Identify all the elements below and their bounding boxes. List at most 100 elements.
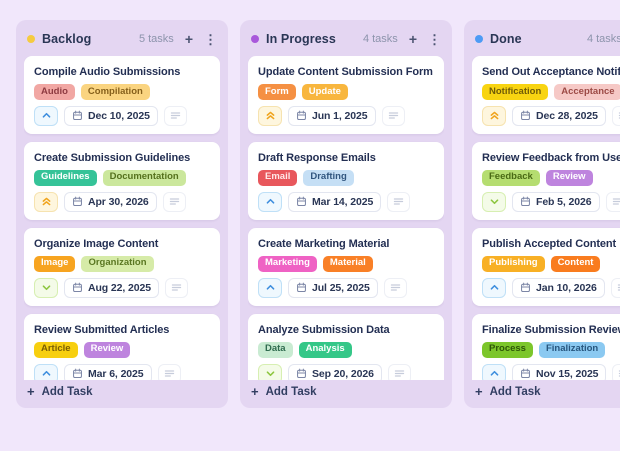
column-status-dot-icon bbox=[475, 35, 483, 43]
due-date-text: Feb 5, 2026 bbox=[536, 196, 592, 208]
description-icon bbox=[612, 364, 620, 380]
priority-up-icon bbox=[482, 364, 506, 380]
column-header: In Progress 4 tasks + ⋮ bbox=[248, 27, 444, 51]
due-date-text: Sep 20, 2026 bbox=[312, 368, 374, 380]
tag: Data bbox=[258, 342, 293, 358]
card-meta: Jan 10, 2026 bbox=[482, 278, 620, 298]
card-title: Draft Response Emails bbox=[258, 152, 434, 165]
add-task-label: Add Task bbox=[490, 386, 541, 398]
priority-up-icon bbox=[482, 278, 506, 298]
task-card[interactable]: Compile Audio Submissions AudioCompilatio… bbox=[24, 56, 220, 134]
priority-up-icon bbox=[34, 364, 58, 380]
column-in-progress: In Progress 4 tasks + ⋮ Update Content S… bbox=[240, 20, 452, 408]
card-title: Organize Image Content bbox=[34, 238, 210, 251]
column-done: Done 4 tasks + ⋮ Send Out Acceptance Not… bbox=[464, 20, 620, 408]
priority-up-icon bbox=[258, 192, 282, 212]
description-icon bbox=[388, 364, 411, 380]
task-card[interactable]: Analyze Submission DataDataAnalysisSep 2… bbox=[248, 314, 444, 380]
due-date-badge: Dec 28, 2025 bbox=[512, 106, 606, 126]
card-title: Compile Audio Submissions bbox=[34, 66, 210, 79]
tag-list: Email Drafting bbox=[258, 170, 434, 186]
tag: Drafting bbox=[303, 170, 353, 186]
column-menu-icon[interactable]: ⋮ bbox=[428, 33, 441, 46]
task-card[interactable]: Review Feedback from UsersFeedbackReview… bbox=[472, 142, 620, 220]
card-list: Update Content Submission FormFormUpdate… bbox=[248, 56, 444, 380]
tag: Marketing bbox=[258, 256, 317, 272]
kanban-board: Backlog 5 tasks + ⋮ Compile Audio Submis… bbox=[16, 20, 620, 408]
due-date-text: Dec 10, 2025 bbox=[88, 110, 150, 122]
description-icon bbox=[611, 278, 620, 298]
tag: Material bbox=[323, 256, 373, 272]
tag: Content bbox=[551, 256, 601, 272]
tag: Finalization bbox=[539, 342, 605, 358]
add-task-label: Add Task bbox=[42, 386, 93, 398]
card-list: Compile Audio Submissions AudioCompilatio… bbox=[24, 56, 220, 380]
card-meta: Dec 28, 2025 bbox=[482, 106, 620, 126]
calendar-icon bbox=[296, 196, 307, 207]
tag: Article bbox=[34, 342, 78, 358]
tag: Update bbox=[302, 84, 348, 100]
tag: Compilation bbox=[81, 84, 150, 100]
tag: Form bbox=[258, 84, 296, 100]
due-date-badge: Dec 10, 2025 bbox=[64, 106, 158, 126]
task-card[interactable]: Draft Response Emails Email Drafting Mar 14… bbox=[248, 142, 444, 220]
priority-up-icon bbox=[34, 106, 58, 126]
card-title: Review Submitted Articles bbox=[34, 324, 210, 337]
task-card[interactable]: Organize Image ContentImageOrganizationA… bbox=[24, 228, 220, 306]
tag: Email bbox=[258, 170, 297, 186]
tag: Acceptance bbox=[554, 84, 620, 100]
card-meta: Nov 15, 2025 bbox=[482, 364, 620, 380]
description-icon bbox=[382, 106, 405, 126]
column-menu-icon[interactable]: ⋮ bbox=[204, 33, 217, 46]
task-card[interactable]: Create Submission GuidelinesGuidelinesDo… bbox=[24, 142, 220, 220]
due-date-text: Mar 14, 2025 bbox=[312, 196, 373, 208]
priority-down-icon bbox=[258, 364, 282, 380]
card-meta: Dec 10, 2025 bbox=[34, 106, 210, 126]
task-card[interactable]: Publish Accepted ContentPublishingConten… bbox=[472, 228, 620, 306]
add-task-button[interactable]: + Add Task bbox=[24, 380, 220, 399]
tag-list: AudioCompilation bbox=[34, 84, 210, 100]
tag-list: Form Update bbox=[258, 84, 434, 100]
due-date-badge: Apr 30, 2026 bbox=[64, 192, 157, 212]
tag: Publishing bbox=[482, 256, 545, 272]
task-card[interactable]: Create Marketing Material Marketing Materi… bbox=[248, 228, 444, 306]
column-header: Backlog 5 tasks + ⋮ bbox=[24, 27, 220, 51]
card-meta: Jun 1, 2025 bbox=[258, 106, 434, 126]
tag: Image bbox=[34, 256, 75, 272]
calendar-icon bbox=[296, 110, 307, 121]
calendar-icon bbox=[72, 282, 83, 293]
add-task-button[interactable]: + Add Task bbox=[472, 380, 620, 399]
description-icon bbox=[164, 106, 187, 126]
card-title: Create Submission Guidelines bbox=[34, 152, 210, 165]
column-task-count: 4 tasks bbox=[587, 33, 620, 45]
task-card[interactable]: Review Submitted Articles Article Review Ma… bbox=[24, 314, 220, 380]
card-title: Create Marketing Material bbox=[258, 238, 434, 251]
tag: Documentation bbox=[103, 170, 186, 186]
due-date-badge: Nov 15, 2025 bbox=[512, 364, 606, 380]
calendar-icon bbox=[520, 196, 531, 207]
description-icon bbox=[158, 364, 181, 380]
priority-down-icon bbox=[34, 278, 58, 298]
calendar-icon bbox=[520, 368, 531, 379]
description-icon bbox=[163, 192, 186, 212]
add-card-icon[interactable]: + bbox=[409, 32, 417, 46]
due-date-text: Nov 15, 2025 bbox=[536, 368, 598, 380]
column-status-dot-icon bbox=[27, 35, 35, 43]
task-card[interactable]: Send Out Acceptance NotificationsNotific… bbox=[472, 56, 620, 134]
tag: Review bbox=[546, 170, 593, 186]
column-header: Done 4 tasks + ⋮ bbox=[472, 27, 620, 51]
add-card-icon[interactable]: + bbox=[185, 32, 193, 46]
card-meta: Mar 14, 2025 bbox=[258, 192, 434, 212]
add-task-button[interactable]: + Add Task bbox=[248, 380, 444, 399]
column-title: Backlog bbox=[42, 32, 91, 46]
tag-list: NotificationAcceptance bbox=[482, 84, 620, 100]
tag: Analysis bbox=[299, 342, 352, 358]
due-date-badge: Jul 25, 2025 bbox=[288, 278, 378, 298]
priority-double-up-icon bbox=[34, 192, 58, 212]
task-card[interactable]: Update Content Submission FormFormUpdate… bbox=[248, 56, 444, 134]
tag-list: Article Review bbox=[34, 342, 210, 358]
due-date-text: Mar 6, 2025 bbox=[88, 368, 144, 380]
task-card[interactable]: Finalize Submission Review ProcessProces… bbox=[472, 314, 620, 380]
tag: Review bbox=[84, 342, 131, 358]
description-icon bbox=[384, 278, 407, 298]
